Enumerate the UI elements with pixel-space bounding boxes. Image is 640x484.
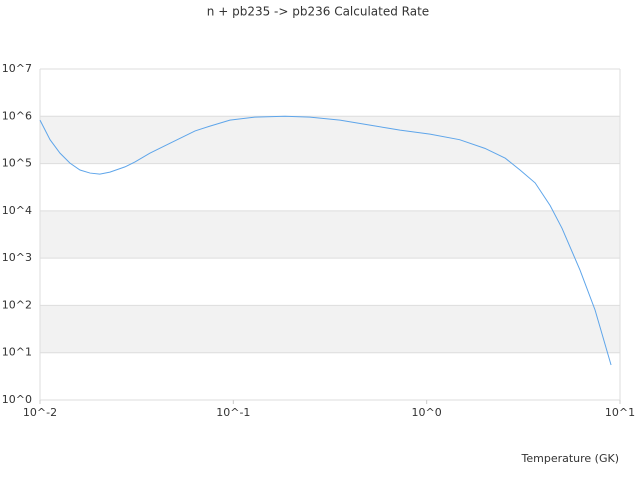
y-tick-label: 10^7 [2,62,32,75]
y-tick-label: 10^1 [2,346,32,359]
x-tick-label: 10^-2 [23,406,57,419]
grid-band [40,305,620,353]
y-tick-label: 10^2 [2,298,32,311]
data-line [39,115,612,366]
grid-band [40,210,620,259]
x-axis-label: Temperature (GK) [521,452,620,465]
y-tick-label: 10^0 [2,393,32,406]
grid-band [40,116,620,164]
chart-title: n + pb235 -> pb236 Calculated Rate [207,5,429,19]
x-tick-label: 10^-1 [216,406,250,419]
x-tick-label: 10^0 [412,406,442,419]
y-tick-label: 10^5 [2,157,32,170]
x-tick-label: 10^1 [605,406,635,419]
y-tick-label: 10^4 [2,204,32,217]
y-tick-label: 10^3 [2,251,32,264]
y-tick-label: 10^6 [2,109,32,122]
